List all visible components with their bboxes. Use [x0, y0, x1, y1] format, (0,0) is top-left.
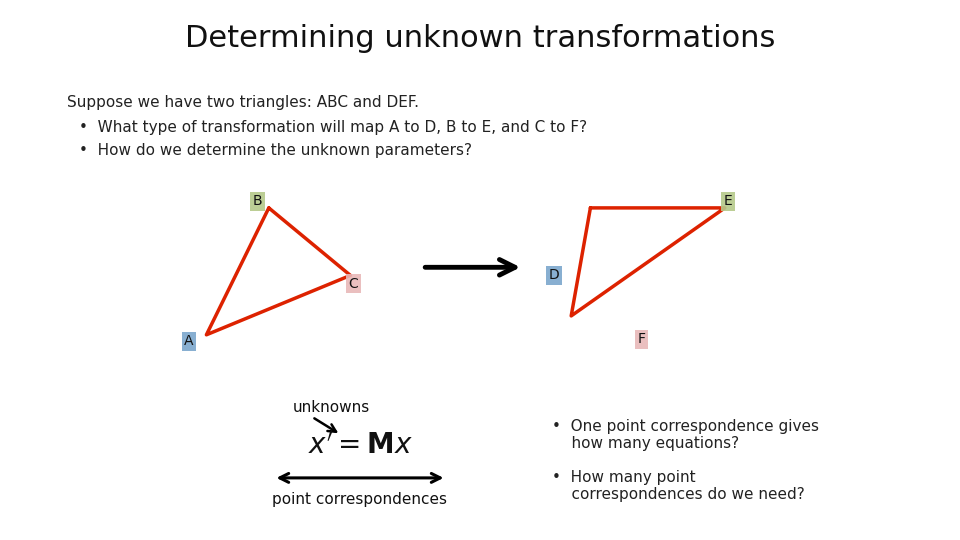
Text: $\mathit{x'} = \mathbf{M}\mathit{x}$: $\mathit{x'} = \mathbf{M}\mathit{x}$: [307, 431, 413, 460]
Text: C: C: [348, 276, 358, 291]
Text: B: B: [252, 194, 262, 208]
Text: E: E: [723, 194, 732, 208]
Text: F: F: [637, 332, 645, 346]
Text: A: A: [184, 334, 194, 348]
Text: •  One point correspondence gives
    how many equations?: • One point correspondence gives how man…: [552, 418, 819, 451]
Text: point correspondences: point correspondences: [273, 492, 447, 508]
Text: •  What type of transformation will map A to D, B to E, and C to F?: • What type of transformation will map A…: [79, 120, 587, 135]
Text: unknowns: unknowns: [293, 400, 370, 415]
Text: D: D: [548, 268, 560, 282]
Text: •  How many point
    correspondences do we need?: • How many point correspondences do we n…: [552, 470, 804, 502]
Text: Suppose we have two triangles: ABC and DEF.: Suppose we have two triangles: ABC and D…: [67, 94, 420, 110]
Text: Determining unknown transformations: Determining unknown transformations: [185, 24, 775, 53]
Text: •  How do we determine the unknown parameters?: • How do we determine the unknown parame…: [79, 143, 471, 158]
